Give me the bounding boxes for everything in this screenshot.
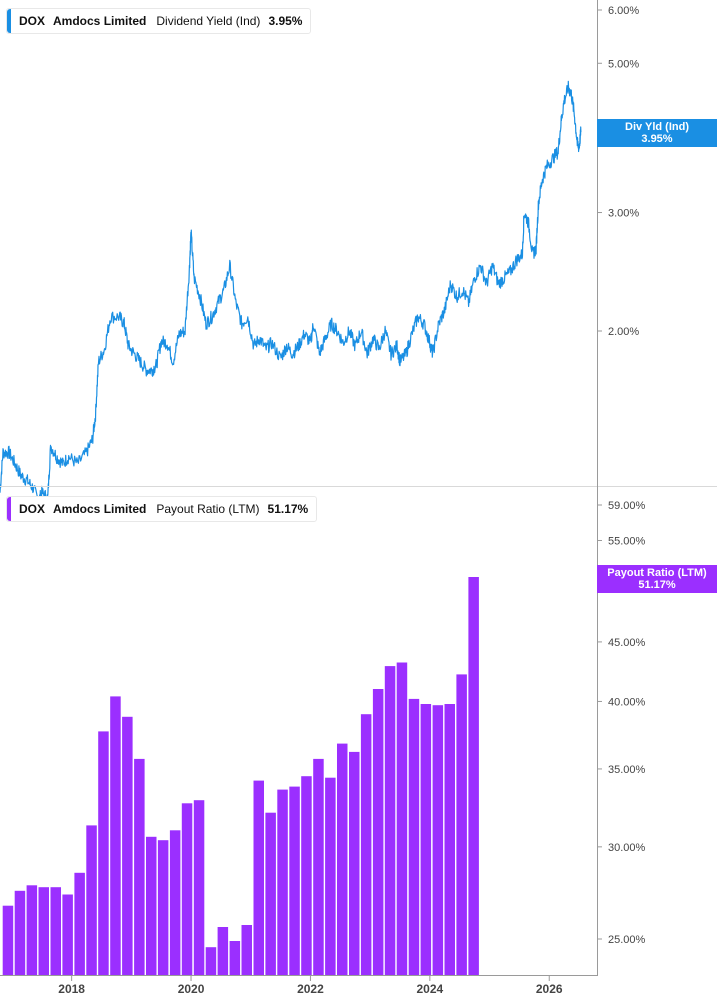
payout-bar: [50, 887, 61, 975]
payout-bar: [146, 836, 157, 975]
payout-legend: DOX Amdocs Limited Payout Ratio (LTM) 51…: [6, 496, 318, 522]
payout-bar: [384, 666, 396, 975]
payout-bar: [456, 674, 467, 975]
payout-bar: [14, 890, 26, 975]
payout-bar: [2, 905, 14, 975]
payout-bar: [205, 947, 217, 975]
tag-value: 51.17%: [638, 579, 676, 591]
x-tick-label: 2022: [297, 982, 324, 996]
payout-bar: [349, 751, 360, 975]
payout-bar: [360, 714, 372, 975]
payout-bar: [169, 830, 181, 975]
div-yield-value-tag: Div Yld (Ind) 3.95%: [597, 119, 717, 147]
payout-bar: [265, 812, 276, 975]
payout-bar: [444, 704, 455, 975]
y-tick-label: 3.00%: [608, 208, 639, 220]
payout-bar: [62, 894, 73, 975]
payout-bar: [277, 789, 288, 975]
legend-company: Amdocs Limited: [53, 14, 147, 28]
y-tick-label: 40.00%: [608, 696, 646, 708]
payout-bar: [420, 704, 432, 975]
payout-bar: [26, 885, 38, 975]
tag-label: Payout Ratio (LTM): [607, 567, 707, 579]
payout-bar: [38, 887, 49, 975]
payout-bar: [253, 780, 264, 975]
payout-bar: [134, 758, 145, 975]
payout-bar: [372, 689, 384, 975]
tag-label: Div Yld (Ind): [625, 121, 689, 133]
payout-bar: [432, 705, 444, 975]
payout-value-tag: Payout Ratio (LTM) 51.17%: [597, 565, 717, 593]
payout-bar: [217, 927, 229, 975]
payout-bar: [74, 872, 85, 975]
x-tick-label: 2018: [58, 982, 85, 996]
payout-bar: [193, 800, 205, 975]
tag-value: 3.95%: [641, 133, 673, 145]
legend-value: 51.17%: [267, 502, 309, 516]
y-tick-label: 6.00%: [608, 5, 639, 17]
payout-bar: [229, 941, 241, 975]
payout-bar: [110, 696, 121, 975]
y-tick-label: 59.00%: [608, 500, 646, 512]
y-tick-label: 55.00%: [608, 535, 646, 547]
payout-bar: [241, 925, 252, 975]
x-tick-label: 2020: [178, 982, 205, 996]
payout-bar: [86, 825, 97, 975]
legend-metric: Payout Ratio (LTM): [156, 502, 260, 516]
series-color-swatch: [7, 9, 11, 33]
payout-bar: [313, 758, 324, 975]
legend-metric: Dividend Yield (Ind): [156, 14, 261, 28]
div-yield-line: [0, 80, 582, 506]
payout-bar: [289, 786, 300, 975]
payout-bar: [408, 698, 420, 975]
payout-bar: [181, 803, 193, 975]
x-tick-label: 2024: [416, 982, 443, 996]
payout-bar: [157, 840, 169, 975]
legend-value: 3.95%: [268, 14, 303, 28]
legend-ticker: DOX: [19, 502, 46, 516]
y-tick-label: 35.00%: [608, 764, 646, 776]
payout-bar: [337, 743, 348, 975]
payout-bar: [396, 662, 408, 975]
y-tick-label: 45.00%: [608, 637, 646, 649]
series-color-swatch: [7, 497, 11, 521]
y-tick-label: 30.00%: [608, 842, 646, 854]
y-tick-label: 5.00%: [608, 58, 639, 70]
payout-bar: [325, 777, 336, 975]
payout-bar: [301, 776, 312, 975]
div-yield-legend: DOX Amdocs Limited Dividend Yield (Ind) …: [6, 8, 312, 34]
y-tick-label: 25.00%: [608, 934, 646, 946]
x-tick-label: 2026: [536, 982, 563, 996]
legend-company: Amdocs Limited: [53, 502, 147, 516]
payout-bar: [468, 577, 479, 975]
payout-bar: [98, 731, 109, 975]
y-tick-label: 2.00%: [608, 326, 639, 338]
legend-ticker: DOX: [19, 14, 46, 28]
payout-bar: [122, 716, 133, 975]
